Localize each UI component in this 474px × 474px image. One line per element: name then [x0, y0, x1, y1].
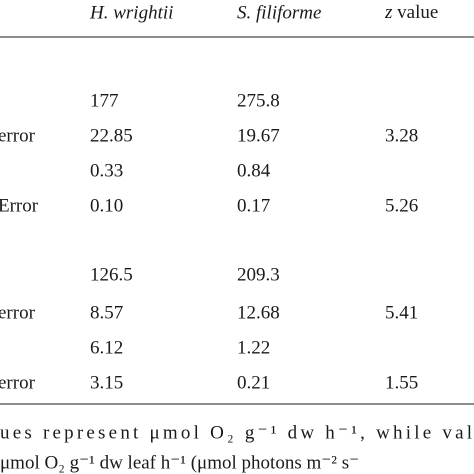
cell: 3.15	[90, 372, 123, 393]
z-cell: 5.26	[385, 195, 418, 216]
cell: 1.22	[237, 337, 270, 358]
cell: 275.8	[237, 90, 280, 111]
footnote-line: ues represent μmol O₂ g⁻¹ dw h⁻¹, while …	[0, 422, 472, 443]
z-cell: 1.55	[385, 372, 418, 393]
cell: 12.68	[237, 302, 280, 323]
column-header: S. filiforme	[237, 2, 321, 23]
cell: 0.84	[237, 160, 271, 181]
cell: 126.5	[90, 264, 133, 285]
footnote-line: μmol O₂ g⁻¹ dw leaf h⁻¹ (μmol photons m⁻…	[0, 452, 359, 473]
row-label: error	[0, 125, 36, 146]
z-symbol: z	[384, 2, 393, 23]
cell: 6.12	[90, 337, 123, 358]
z-cell: 5.41	[385, 302, 418, 323]
cell: 209.3	[237, 264, 280, 285]
row-label: error	[0, 302, 36, 323]
cell: 0.33	[90, 160, 123, 181]
cell: 8.57	[90, 302, 123, 323]
cell: 0.17	[237, 195, 270, 216]
cell: 22.85	[90, 125, 133, 146]
row-label: error	[0, 372, 36, 393]
cell: 0.10	[90, 195, 123, 216]
z-cell: 3.28	[385, 125, 418, 146]
cell: 19.67	[237, 125, 280, 146]
row-label: Error	[0, 195, 39, 216]
column-header: z value	[384, 2, 438, 23]
z-label: value	[397, 2, 438, 23]
column-header: H. wrightii	[89, 2, 173, 23]
cell: 177	[90, 90, 119, 111]
cell: 0.21	[237, 372, 270, 393]
